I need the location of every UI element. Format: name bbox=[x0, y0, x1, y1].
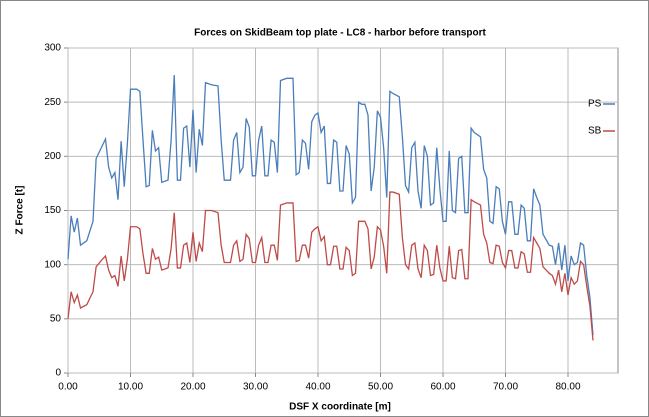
x-tick-label: 80.00 bbox=[555, 382, 580, 393]
legend-label: PS bbox=[588, 99, 602, 110]
y-tick-label: 0 bbox=[55, 368, 61, 379]
y-axis-label: Z Force [t] bbox=[15, 186, 26, 235]
x-axis-label: DSF X coordinate [m] bbox=[289, 402, 391, 413]
series-line bbox=[67, 191, 594, 341]
series-line bbox=[67, 75, 594, 336]
y-tick-label: 150 bbox=[44, 205, 61, 216]
chart-title: Forces on SkidBeam top plate - LC8 - har… bbox=[194, 28, 486, 39]
x-tick-label: 50.00 bbox=[368, 382, 393, 393]
x-tick-label: 10.00 bbox=[118, 382, 143, 393]
y-tick-label: 250 bbox=[44, 97, 61, 108]
x-tick-label: 60.00 bbox=[430, 382, 455, 393]
y-tick-label: 300 bbox=[44, 43, 61, 54]
x-tick-label: 70.00 bbox=[493, 382, 518, 393]
x-tick-label: 40.00 bbox=[305, 382, 330, 393]
x-tick-label: 20.00 bbox=[180, 382, 205, 393]
x-tick-label: 30.00 bbox=[243, 382, 268, 393]
y-tick-label: 100 bbox=[44, 259, 61, 270]
legend-label: SB bbox=[588, 126, 602, 137]
x-tick-label: 0.00 bbox=[58, 382, 78, 393]
y-tick-label: 200 bbox=[44, 151, 61, 162]
y-tick-label: 50 bbox=[50, 313, 62, 324]
